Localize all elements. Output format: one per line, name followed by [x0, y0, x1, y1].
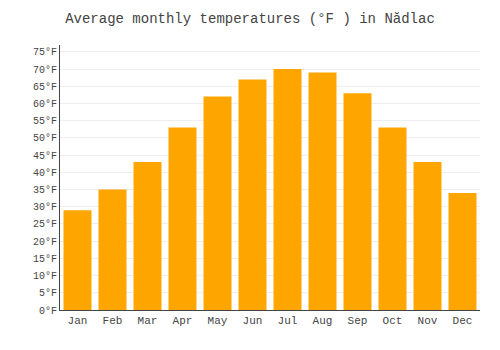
svg-text:75°F: 75°F — [33, 47, 57, 58]
svg-text:Dec: Dec — [453, 315, 473, 327]
svg-text:5°F: 5°F — [39, 288, 57, 299]
svg-text:70°F: 70°F — [33, 65, 57, 76]
svg-text:15°F: 15°F — [33, 254, 57, 265]
svg-text:45°F: 45°F — [33, 151, 57, 162]
svg-text:Feb: Feb — [103, 315, 123, 327]
svg-text:Jun: Jun — [243, 315, 263, 327]
svg-text:0°F: 0°F — [39, 306, 57, 317]
svg-text:Jan: Jan — [68, 315, 88, 327]
svg-text:20°F: 20°F — [33, 237, 57, 248]
svg-text:Mar: Mar — [138, 315, 158, 327]
svg-text:60°F: 60°F — [33, 99, 57, 110]
svg-text:30°F: 30°F — [33, 202, 57, 213]
svg-text:Jul: Jul — [278, 315, 298, 327]
svg-text:50°F: 50°F — [33, 133, 57, 144]
svg-text:Nov: Nov — [418, 315, 438, 327]
svg-text:55°F: 55°F — [33, 116, 57, 127]
svg-text:Apr: Apr — [173, 315, 193, 327]
svg-text:40°F: 40°F — [33, 168, 57, 179]
svg-text:Oct: Oct — [383, 315, 403, 327]
svg-text:May: May — [208, 315, 228, 327]
svg-text:Average monthly temperatures (: Average monthly temperatures (°F ) in Nă… — [65, 11, 435, 27]
svg-text:Sep: Sep — [348, 315, 368, 327]
svg-text:10°F: 10°F — [33, 271, 57, 282]
svg-text:25°F: 25°F — [33, 219, 57, 230]
svg-text:65°F: 65°F — [33, 82, 57, 93]
svg-text:Aug: Aug — [313, 315, 333, 327]
svg-text:35°F: 35°F — [33, 185, 57, 196]
